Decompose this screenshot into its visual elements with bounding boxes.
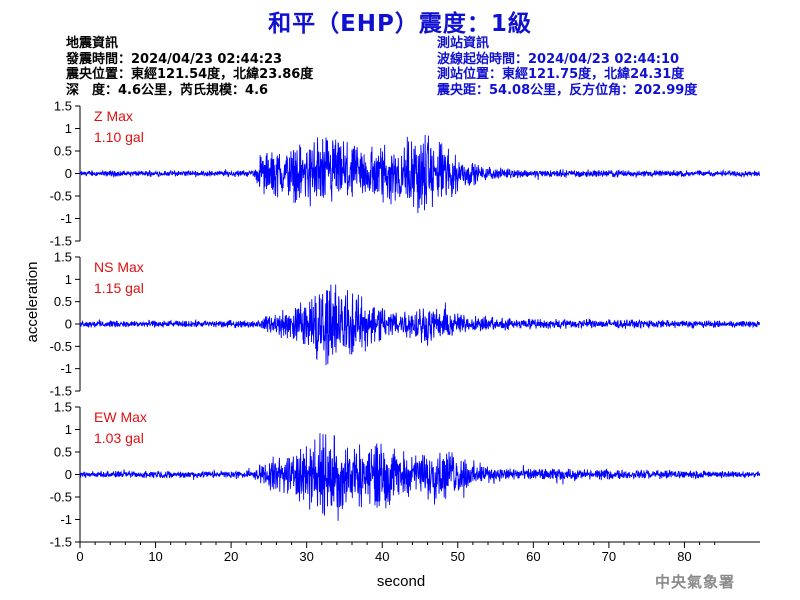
max-value-z: 1.10 gal bbox=[94, 129, 144, 145]
y-tick-label: 1 bbox=[65, 272, 72, 287]
y-tick-label: 0.5 bbox=[54, 445, 72, 460]
max-value-ns: 1.15 gal bbox=[94, 280, 144, 296]
y-tick-label: -1 bbox=[60, 512, 72, 527]
waveform-z bbox=[79, 135, 761, 213]
station-info-heading: 測站資訊 bbox=[437, 36, 490, 51]
x-tick-label: 40 bbox=[375, 549, 389, 564]
depth-magnitude: 深 度：4.6公里，芮氏規模：4.6 bbox=[66, 82, 269, 98]
x-tick-label: 20 bbox=[224, 549, 238, 564]
max-label-ns: NS Max bbox=[94, 259, 144, 275]
waveform-ns bbox=[79, 284, 761, 366]
x-tick-label: 60 bbox=[526, 549, 540, 564]
epicenter: 震央位置：東經121.54度，北緯23.86度 bbox=[66, 67, 314, 82]
station-location: 測站位置：東經121.75度，北緯24.31度 bbox=[437, 67, 685, 82]
station-info-block: 測站資訊 波線起始時間：2024/04/23 02:44:10 測站位置：東經1… bbox=[437, 36, 697, 98]
y-tick-label: -1 bbox=[60, 361, 72, 376]
max-label-ew: EW Max bbox=[94, 409, 147, 425]
x-axis-label: second bbox=[377, 573, 425, 590]
y-tick-label: 0 bbox=[65, 166, 72, 181]
chart-title: 和平（EHP）震度：1級 bbox=[268, 11, 532, 37]
wave-start-time: 波線起始時間：2024/04/23 02:44:10 bbox=[437, 51, 680, 67]
quake-info-heading: 地震資訊 bbox=[66, 36, 119, 51]
quake-info-block: 地震資訊 發震時間：2024/04/23 02:44:23 震央位置：東經121… bbox=[66, 36, 313, 98]
y-tick-label: 1 bbox=[65, 121, 72, 136]
x-tick-label: 30 bbox=[299, 549, 313, 564]
x-tick-label: 10 bbox=[148, 549, 162, 564]
max-label-z: Z Max bbox=[94, 108, 133, 124]
y-tick-label: 0 bbox=[65, 317, 72, 332]
y-tick-label: 1 bbox=[65, 422, 72, 437]
y-tick-label: 1.5 bbox=[54, 400, 72, 415]
y-tick-label: 0.5 bbox=[54, 144, 72, 159]
x-tick-label: 50 bbox=[451, 549, 465, 564]
x-tick-label: 70 bbox=[602, 549, 616, 564]
epicentral-distance: 震央距：54.08公里，反方位角：202.99度 bbox=[437, 82, 698, 98]
y-tick-label: 1.5 bbox=[54, 99, 72, 114]
y-tick-label: -0.5 bbox=[50, 490, 72, 505]
y-tick-label: -1 bbox=[60, 211, 72, 226]
y-tick-label: -0.5 bbox=[50, 189, 72, 204]
y-tick-label: -1.5 bbox=[50, 535, 72, 550]
y-tick-label: 0 bbox=[65, 467, 72, 482]
y-tick-label: -1.5 bbox=[50, 234, 72, 249]
max-value-ew: 1.03 gal bbox=[94, 430, 144, 446]
waveform-ew bbox=[79, 433, 761, 521]
x-tick-label: 0 bbox=[76, 549, 83, 564]
agency-watermark: 中央氣象署 bbox=[655, 573, 736, 591]
y-tick-label: 0.5 bbox=[54, 294, 72, 309]
y-axis-label: acceleration bbox=[24, 262, 41, 343]
origin-time: 發震時間：2024/04/23 02:44:23 bbox=[66, 51, 283, 67]
y-tick-label: -0.5 bbox=[50, 339, 72, 354]
y-tick-label: 1.5 bbox=[54, 250, 72, 265]
y-tick-label: -1.5 bbox=[50, 384, 72, 399]
x-tick-label: 80 bbox=[677, 549, 691, 564]
